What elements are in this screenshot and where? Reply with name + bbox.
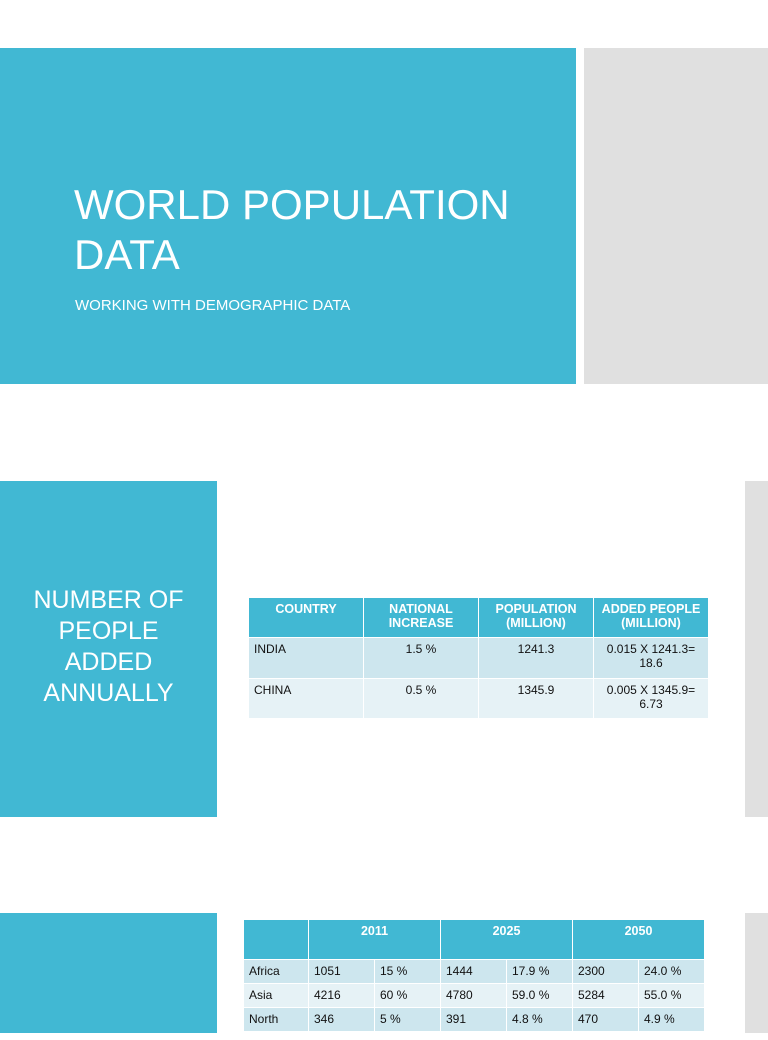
table-cell: NATIONAL INCREASE <box>364 598 479 638</box>
table-cell: 2011 <box>309 920 441 960</box>
table-cell <box>244 920 309 960</box>
table-cell: 1241.3 <box>479 638 594 679</box>
table-cell: 15 % <box>375 960 441 984</box>
table-cell: 4.8 % <box>507 1008 573 1032</box>
side-panel <box>0 481 217 817</box>
table-cell: 346 <box>309 1008 375 1032</box>
table-cell: 0.015 X 1241.3= 18.6 <box>594 638 709 679</box>
table-cell: 60 % <box>375 984 441 1008</box>
table-cell: ADDED PEOPLE (MILLION) <box>594 598 709 638</box>
table-cell: 1051 <box>309 960 375 984</box>
table-cell: 55.0 % <box>639 984 705 1008</box>
table-cell: 4.9 % <box>639 1008 705 1032</box>
table-cell: POPULATION (MILLION) <box>479 598 594 638</box>
slide-title: WORLD POPULATION DATA <box>74 181 510 278</box>
table: 2011 2025 2050 Africa 1051 15 % 1444 17.9 % 2300… <box>244 920 705 1040</box>
table-cell: CHINA <box>249 678 364 719</box>
edge-strip <box>745 481 768 817</box>
table-cell: 2050 <box>573 920 705 960</box>
slide-title: NUMBER OF PEOPLE ADDED ANNUALLY <box>33 586 184 707</box>
table-cell: COUNTRY <box>249 598 364 638</box>
table-cell: 470 <box>573 1008 639 1032</box>
table-cell: 2300 <box>573 960 639 984</box>
title-slide <box>0 48 576 384</box>
table-cell: INDIA <box>249 638 364 679</box>
table-cell: 5284 <box>573 984 639 1008</box>
table-cell: 1345.9 <box>479 678 594 719</box>
edge-strip <box>745 913 768 1033</box>
table-cell: 391 <box>441 1008 507 1032</box>
table-cell: Africa <box>244 960 309 984</box>
table-cell: Asia <box>244 984 309 1008</box>
table-cell: 4780 <box>441 984 507 1008</box>
side-panel <box>0 913 217 1033</box>
table-cell: 0.5 % <box>364 678 479 719</box>
table-cell: 4216 <box>309 984 375 1008</box>
table-cell: 24.0 % <box>639 960 705 984</box>
next-slide-preview <box>584 48 768 384</box>
table-cell: North <box>244 1008 309 1032</box>
table-cell: 5 % <box>375 1008 441 1032</box>
table-cell: 1.5 % <box>364 638 479 679</box>
table: COUNTRY NATIONAL INCREASE POPULATION (MILL… <box>249 598 709 719</box>
table-cell: 17.9 % <box>507 960 573 984</box>
table-cell: 2025 <box>441 920 573 960</box>
slide-subtitle: WORKING WITH DEMOGRAPHIC DATA <box>75 297 351 314</box>
table-cell: 59.0 % <box>507 984 573 1008</box>
table-cell: 0.005 X 1345.9= 6.73 <box>594 678 709 719</box>
table-cell: 1444 <box>441 960 507 984</box>
